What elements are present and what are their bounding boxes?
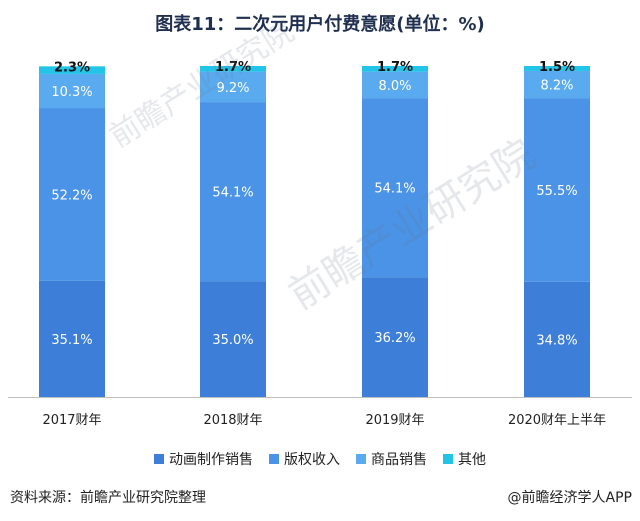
legend-item: 其他 bbox=[443, 449, 486, 469]
x-tick-label: 2020财年上半年 bbox=[508, 413, 606, 428]
bar-segment bbox=[200, 281, 266, 397]
x-tick-label: 2019财年 bbox=[365, 413, 424, 428]
chart-title: 图表11：二次元用户付费意愿(单位：%) bbox=[155, 14, 485, 35]
value-label: 54.1% bbox=[374, 182, 415, 197]
legend-swatch bbox=[154, 454, 164, 464]
value-label: 9.2% bbox=[216, 81, 249, 96]
value-label: 52.2% bbox=[51, 188, 92, 203]
x-tick-labels: 2017财年 2018财年 2019财年 2020财年上半年 bbox=[42, 413, 606, 428]
value-label: 1.5% bbox=[539, 60, 575, 75]
legend-item: 版权收入 bbox=[269, 449, 340, 469]
bar-segment bbox=[362, 277, 428, 397]
bar-segment bbox=[39, 66, 105, 74]
value-label: 1.7% bbox=[215, 60, 251, 75]
value-label: 8.0% bbox=[378, 79, 411, 94]
legend-swatch bbox=[269, 454, 279, 464]
legend-swatch bbox=[356, 454, 366, 464]
value-label: 34.8% bbox=[536, 333, 577, 348]
legend-label: 商品销售 bbox=[371, 452, 427, 468]
legend-label: 其他 bbox=[458, 452, 486, 468]
value-label: 55.5% bbox=[536, 184, 577, 199]
source-note: 资料来源：前瞻产业研究院整理 bbox=[10, 490, 206, 506]
credit-note: @前瞻经济学人APP bbox=[507, 490, 632, 506]
value-label: 10.3% bbox=[51, 85, 92, 100]
bar-segment bbox=[200, 102, 266, 282]
watermark: 前瞻产业研究院 前瞻产业研究院 bbox=[104, 14, 543, 319]
bar-segment bbox=[524, 70, 590, 99]
value-label: 2.3% bbox=[54, 60, 90, 75]
legend-label: 动画制作销售 bbox=[169, 452, 253, 468]
legend-swatch bbox=[443, 454, 453, 464]
bar-segment bbox=[200, 66, 266, 72]
bar-segment bbox=[200, 71, 266, 103]
bar-segment bbox=[524, 281, 590, 397]
bar-segment bbox=[39, 73, 105, 109]
legend-label: 版权收入 bbox=[284, 452, 340, 468]
value-label: 1.7% bbox=[377, 60, 413, 75]
value-label: 8.2% bbox=[540, 79, 573, 94]
bar-segment bbox=[524, 98, 590, 282]
x-tick-label: 2018财年 bbox=[203, 413, 262, 428]
legend-item: 商品销售 bbox=[356, 449, 427, 469]
bar-segment bbox=[362, 98, 428, 278]
bar-segment bbox=[39, 280, 105, 397]
bars-layer bbox=[39, 66, 590, 397]
x-tick-label: 2017财年 bbox=[42, 413, 101, 428]
value-label: 35.0% bbox=[212, 333, 253, 348]
bar-segment bbox=[362, 66, 428, 72]
value-label: 36.2% bbox=[374, 331, 415, 346]
bar-segment bbox=[524, 66, 590, 71]
value-labels-layer: 35.1% 52.2% 10.3% 2.3% 35.0% 54.1% 9.2% 1.7% 36.… bbox=[51, 60, 577, 348]
value-label: 54.1% bbox=[212, 186, 253, 201]
bar-segment bbox=[362, 71, 428, 99]
legend: 动画制作销售 版权收入 商品销售 其他 bbox=[0, 449, 640, 469]
value-label: 35.1% bbox=[51, 333, 92, 348]
legend-item: 动画制作销售 bbox=[154, 449, 253, 469]
bar-segment bbox=[39, 108, 105, 281]
